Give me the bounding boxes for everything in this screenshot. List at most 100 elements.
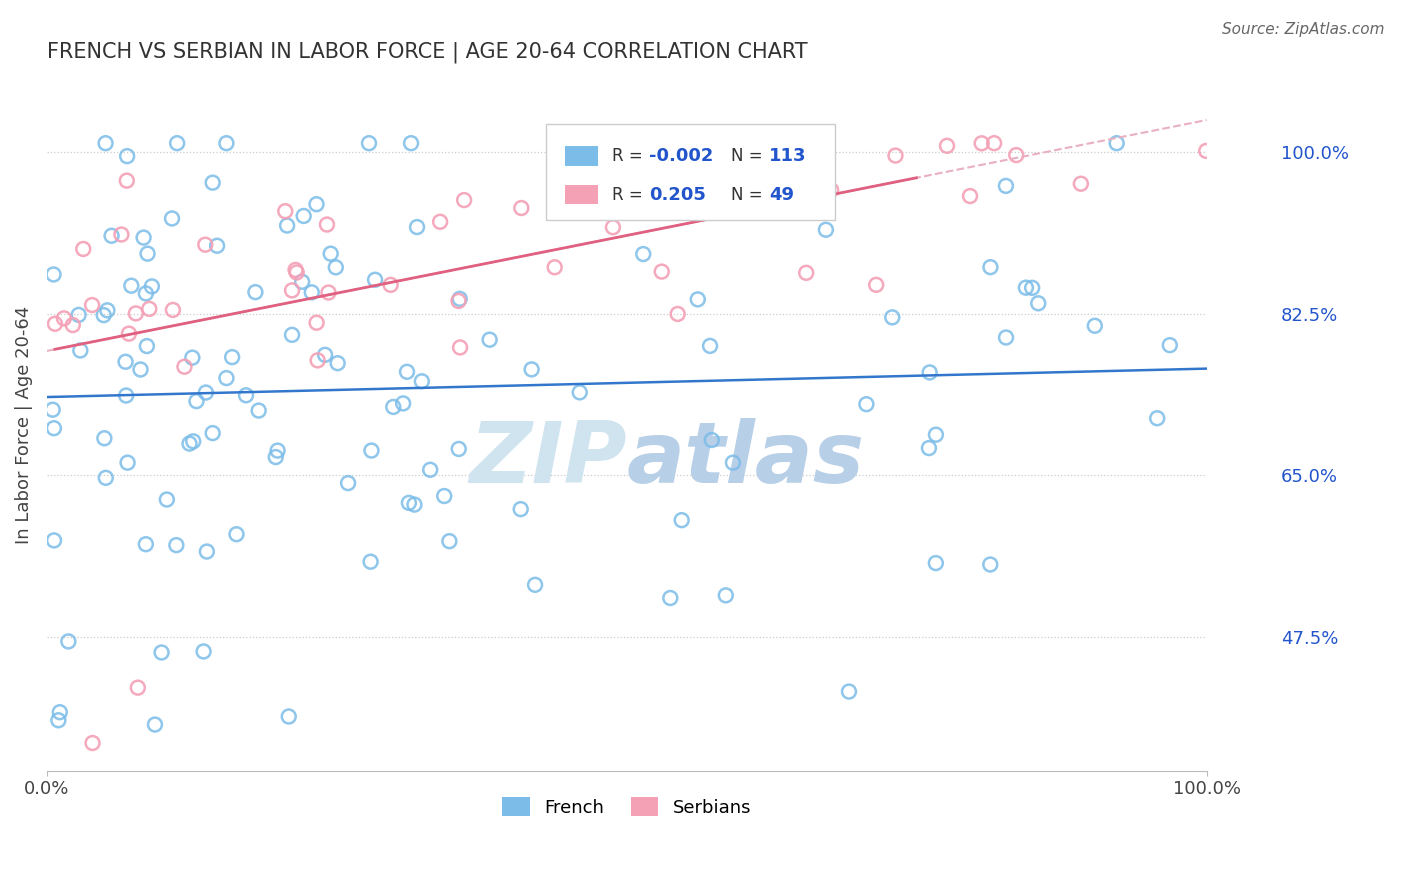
Point (82, 298, 104, 312)
Point (179, 436, 201, 450)
FancyBboxPatch shape (565, 146, 598, 166)
Point (449, 292, 471, 306)
Point (565, 161, 588, 176)
Point (277, 709, 299, 723)
Point (291, 275, 314, 289)
Point (319, 246, 342, 260)
Point (429, 215, 451, 229)
Point (49, 705, 72, 719)
Point (686, 293, 709, 307)
Point (135, 286, 157, 301)
Point (447, 293, 470, 308)
Point (120, 278, 142, 293)
Point (357, 136, 380, 151)
Text: R =: R = (612, 147, 648, 165)
Point (100, 228, 122, 243)
Point (143, 717, 166, 731)
Point (135, 339, 157, 353)
Point (247, 403, 270, 417)
Point (292, 209, 315, 223)
Point (132, 230, 155, 244)
FancyBboxPatch shape (565, 185, 598, 204)
Point (1070, 177, 1092, 191)
Point (700, 433, 723, 447)
Point (918, 441, 941, 455)
Point (281, 284, 304, 298)
Text: N =: N = (731, 186, 768, 203)
Point (337, 476, 360, 491)
Point (419, 463, 441, 477)
Point (194, 385, 217, 400)
Point (225, 527, 247, 541)
Point (544, 260, 567, 275)
Point (114, 355, 136, 369)
Point (150, 645, 173, 659)
Point (453, 193, 475, 207)
Point (690, 136, 713, 151)
Point (115, 388, 138, 402)
Point (509, 502, 531, 516)
Point (316, 218, 339, 232)
Point (94, 471, 117, 485)
Point (666, 307, 689, 321)
Point (307, 353, 329, 368)
Point (274, 204, 297, 219)
Text: atlas: atlas (627, 417, 865, 500)
Point (659, 591, 682, 605)
Point (281, 327, 304, 342)
Point (201, 426, 224, 441)
Point (633, 247, 655, 261)
Point (135, 537, 157, 551)
FancyBboxPatch shape (546, 124, 835, 220)
Point (82, 736, 104, 750)
Point (160, 211, 183, 226)
Point (205, 239, 228, 253)
Point (1015, 281, 1038, 295)
Point (838, 684, 860, 698)
Point (979, 260, 1001, 275)
Point (325, 260, 347, 275)
Point (326, 356, 349, 370)
Point (156, 492, 179, 507)
Point (141, 279, 163, 293)
Point (245, 285, 267, 300)
Point (1005, 148, 1028, 162)
Point (995, 330, 1018, 344)
Point (221, 350, 243, 364)
Point (510, 201, 533, 215)
Point (1026, 296, 1049, 310)
Text: 113: 113 (769, 147, 807, 165)
Point (751, 167, 773, 181)
Point (166, 136, 188, 151)
Point (93, 431, 115, 445)
Point (138, 301, 160, 316)
Point (447, 442, 470, 456)
Point (524, 578, 547, 592)
Point (406, 220, 429, 235)
Point (285, 265, 308, 279)
Point (72, 242, 94, 256)
Point (865, 277, 887, 292)
Point (42, 533, 65, 548)
Point (925, 427, 948, 442)
Point (136, 246, 159, 260)
Point (48, 713, 70, 727)
Point (162, 302, 184, 317)
Point (395, 365, 418, 379)
Text: 49: 49 (769, 186, 794, 203)
Point (714, 588, 737, 602)
Point (404, 498, 426, 512)
Point (115, 174, 138, 188)
Point (127, 681, 149, 695)
Point (882, 310, 904, 325)
Point (181, 351, 204, 365)
Point (360, 555, 382, 569)
Point (276, 219, 298, 233)
Point (364, 273, 387, 287)
Point (165, 538, 187, 552)
Point (970, 136, 993, 151)
Point (186, 394, 208, 409)
Point (561, 181, 583, 195)
Point (814, 223, 837, 237)
Point (173, 359, 195, 374)
